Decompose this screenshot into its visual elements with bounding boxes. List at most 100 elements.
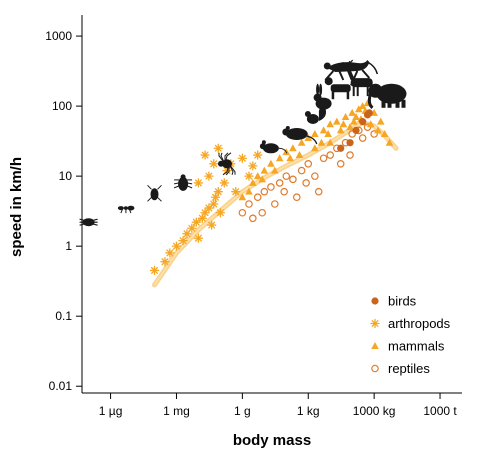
reptiles-point: [302, 179, 310, 187]
deer-icon: [338, 59, 373, 97]
reptiles-point: [297, 166, 306, 175]
arthropods-point: [200, 150, 210, 160]
mammals-point: [258, 175, 266, 183]
mammals-point: [304, 134, 313, 142]
arthropods-point: [253, 150, 263, 160]
arthropods-point: [219, 178, 229, 188]
arthropods-point: [209, 199, 219, 209]
reptiles-point: [275, 179, 284, 187]
mammals-point: [380, 129, 389, 137]
arthropods-point: [193, 178, 204, 188]
arthropods-point: [204, 171, 214, 181]
beetle-icon: [173, 174, 193, 191]
reptiles-point: [319, 154, 328, 163]
reptiles-point: [238, 208, 247, 217]
legend-label: arthropods: [388, 316, 451, 331]
reptiles-point: [253, 193, 262, 202]
legend-item-mammals: mammals: [371, 339, 445, 354]
x-tick-label: 1000 t: [423, 404, 457, 418]
reptiles-point: [346, 151, 354, 159]
mammals-point: [319, 126, 328, 134]
legend-item-birds: birds: [371, 294, 417, 309]
y-tick-label: 1: [65, 239, 72, 253]
reptiles-point: [258, 208, 266, 217]
cheetah-icon: [323, 60, 379, 81]
x-tick-label: 1 µg: [99, 404, 123, 418]
mammals-point: [289, 144, 297, 152]
mouse-icon: [259, 140, 288, 154]
arthropods-point: [187, 223, 197, 233]
mammals-point: [253, 172, 262, 180]
birds-point: [365, 109, 373, 117]
reptiles-point: [245, 200, 253, 208]
arthropods-point: [160, 257, 170, 267]
birds-point: [337, 144, 345, 152]
mite-icon: [79, 218, 98, 227]
reptiles-point: [249, 214, 257, 223]
x-tick-label: 1000 kg: [353, 404, 396, 418]
mammals-point: [376, 117, 385, 125]
legend-marker: [370, 318, 380, 329]
legend-label: mammals: [388, 339, 445, 354]
mammals-point: [324, 129, 332, 137]
fly-icon: [147, 184, 162, 202]
mammals-point: [385, 138, 394, 146]
animal-silhouettes: [79, 59, 407, 227]
arthropods-point: [213, 143, 223, 153]
arthropods-point: [215, 208, 226, 218]
arthropods-point: [171, 241, 182, 251]
mammals-point: [374, 126, 382, 134]
x-tick-label: 1 mg: [163, 404, 190, 418]
arthropods-point: [182, 229, 192, 239]
reptiles-point: [370, 130, 378, 138]
mammals-point: [333, 117, 341, 125]
mammals-point: [238, 193, 247, 201]
mammals-point: [366, 120, 375, 128]
mammals-point: [336, 126, 345, 134]
birds-point: [359, 118, 367, 126]
data-points: [149, 99, 394, 276]
reptiles-point: [289, 175, 297, 184]
mammals-point: [341, 112, 350, 120]
reptiles-point: [304, 160, 313, 168]
arthropods-point: [165, 248, 175, 258]
arthropods-point: [248, 161, 258, 171]
mammals-point: [326, 138, 335, 146]
rabbit-icon: [313, 83, 332, 110]
spider-icon: [218, 152, 236, 176]
elephant-icon: [367, 83, 407, 109]
y-axis-title: speed in km/h: [8, 157, 25, 257]
arthropods-point: [209, 159, 219, 169]
y-tick-label: 10: [59, 169, 73, 183]
mammals-point: [267, 159, 275, 167]
arthropods-point: [178, 235, 188, 246]
x-tick-label: 1 kg: [297, 404, 320, 418]
mammals-point: [260, 166, 269, 174]
arthropods-point: [191, 217, 201, 227]
legend-label: reptiles: [388, 361, 430, 376]
reptiles-point: [348, 130, 356, 138]
legend-marker: [371, 297, 379, 305]
reptiles-point: [311, 172, 319, 180]
arthropods-point: [193, 233, 204, 243]
reptiles-point: [267, 183, 275, 191]
mammals-point: [295, 151, 304, 159]
arthropods-point: [244, 171, 254, 181]
reptiles-point: [280, 187, 288, 196]
reptiles-point: [260, 187, 269, 196]
legend-label: birds: [388, 294, 417, 309]
y-tick-label: 100: [52, 99, 72, 113]
reptiles-point: [336, 160, 345, 168]
mammals-point: [317, 138, 326, 146]
reptiles-point: [314, 187, 323, 196]
mammals-point: [350, 117, 358, 125]
axes: 0.01 0.1 1 10 100 1000 1 µg 1 mg 1 g 1 kg 1000 kg 1…: [45, 15, 462, 418]
mammals-point: [297, 138, 306, 146]
mammals-point: [326, 120, 335, 128]
birds-point: [352, 126, 360, 134]
reptiles-point: [271, 200, 279, 208]
x-tick-label: 1 g: [234, 404, 251, 418]
arthropods-point: [237, 153, 248, 163]
arthropods-point: [210, 192, 221, 202]
